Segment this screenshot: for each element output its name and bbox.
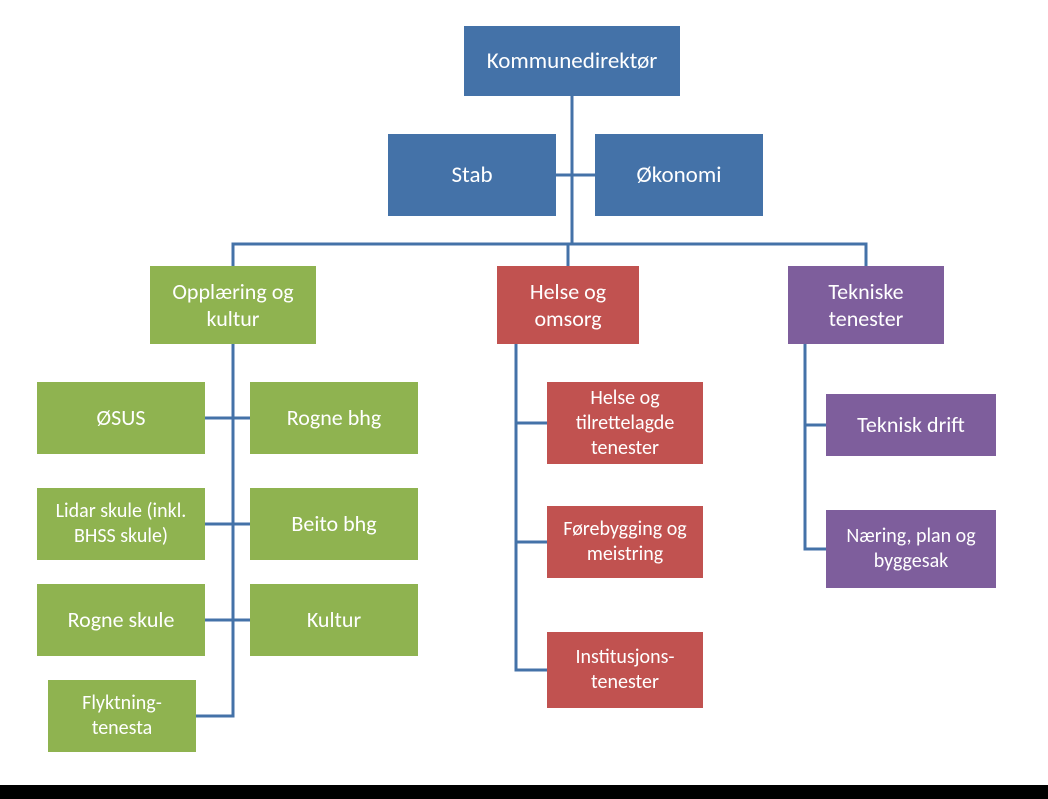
org-node-rbhg: Rogne bhg [250,382,418,454]
org-node-tdrf: Teknisk drift [826,394,996,456]
org-node-root: Kommunedirektør [464,26,680,96]
org-node-heo: Helse og omsorg [497,266,639,344]
org-node-rsk: Rogne skule [37,584,205,656]
org-node-flyk: Flyktning-tenesta [48,680,196,752]
org-node-okon: Økonomi [595,134,763,216]
org-node-tek: Tekniske tenester [788,266,944,344]
org-node-inst: Institusjons-tenester [547,632,703,708]
bottom-bar [0,785,1048,799]
org-node-stab: Stab [388,134,556,216]
org-node-kult: Kultur [250,584,418,656]
org-node-bbhg: Beito bhg [250,488,418,560]
org-node-lidar: Lidar skule (inkl. BHSS skule) [37,488,205,560]
org-node-osus: ØSUS [37,382,205,454]
org-node-opk: Opplæring og kultur [150,266,316,344]
org-node-npb: Næring, plan og byggesak [826,510,996,588]
org-node-hett: Helse og tilrettelagde tenester [547,382,703,464]
org-node-fmei: Førebygging og meistring [547,506,703,578]
